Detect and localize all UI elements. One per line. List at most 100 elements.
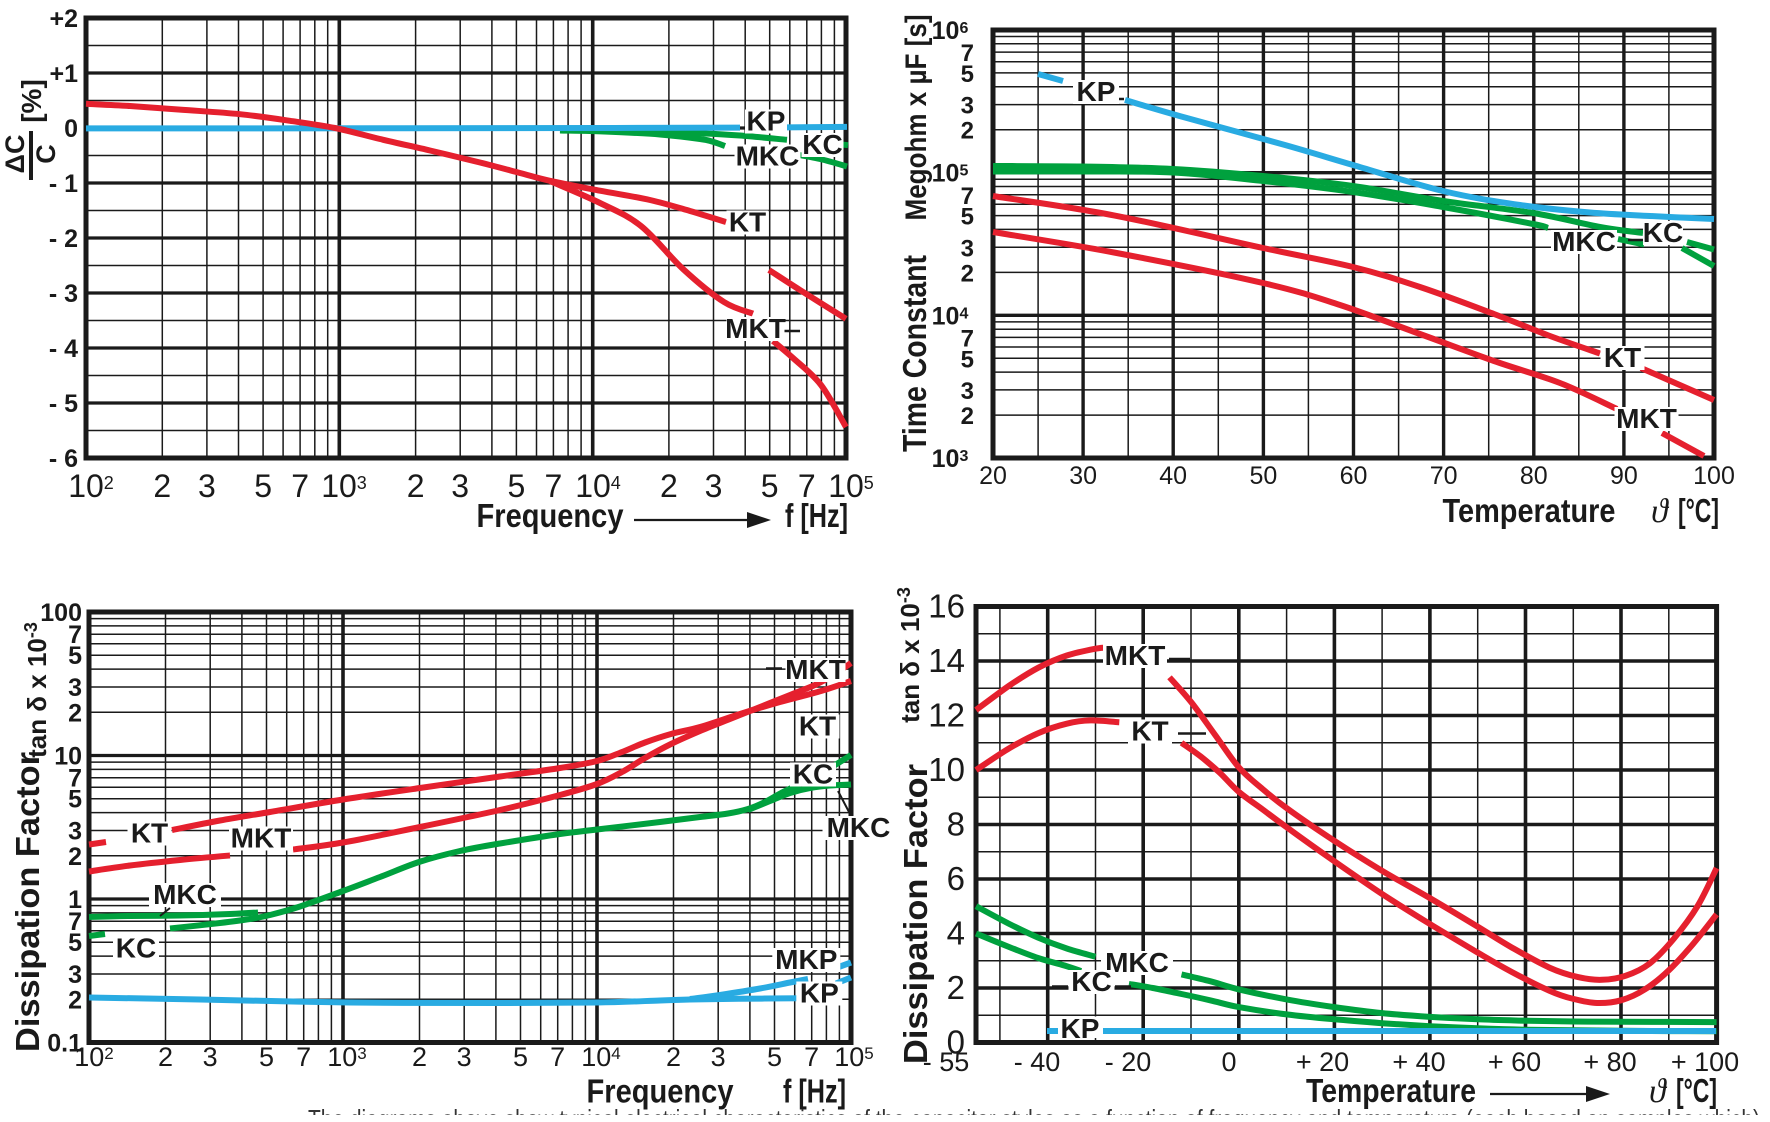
svg-text:KT: KT <box>799 711 836 742</box>
svg-text:[°C]: [°C] <box>1678 492 1719 529</box>
svg-text:- 4: - 4 <box>49 335 78 363</box>
svg-text:MKC: MKC <box>153 879 217 910</box>
svg-text:MKP: MKP <box>775 944 837 975</box>
svg-text:KP: KP <box>1077 76 1116 107</box>
svg-text:5: 5 <box>767 1042 782 1072</box>
svg-text:30: 30 <box>1069 462 1097 490</box>
svg-text:2: 2 <box>660 468 678 504</box>
svg-text:MKT: MKT <box>725 313 786 344</box>
svg-text:7: 7 <box>961 183 974 210</box>
svg-text:KC: KC <box>1071 966 1111 997</box>
svg-text:f [Hz]: f [Hz] <box>785 497 848 534</box>
svg-text:[°C]: [°C] <box>1676 1072 1717 1109</box>
svg-text:+1: +1 <box>49 60 78 88</box>
svg-text:- 55: - 55 <box>923 1047 970 1077</box>
svg-text:1: 1 <box>68 886 82 914</box>
svg-text:5: 5 <box>68 929 82 957</box>
svg-text:Frequency: Frequency <box>477 497 625 534</box>
svg-text:MKT: MKT <box>1616 403 1677 434</box>
svg-text:6: 6 <box>947 860 965 897</box>
svg-text:2: 2 <box>153 468 171 504</box>
svg-text:3: 3 <box>451 468 469 504</box>
svg-text:- 20: - 20 <box>1105 1047 1152 1077</box>
svg-text:3: 3 <box>961 93 974 120</box>
svg-text:7: 7 <box>68 908 82 936</box>
svg-text:MKT: MKT <box>231 823 292 854</box>
svg-text:0: 0 <box>1221 1047 1236 1077</box>
svg-text:10: 10 <box>54 743 82 771</box>
svg-text:KT: KT <box>131 818 168 849</box>
svg-text:90: 90 <box>1610 462 1638 490</box>
svg-text:KC: KC <box>116 933 156 964</box>
svg-text:7: 7 <box>68 621 82 649</box>
svg-text:+ 80: + 80 <box>1583 1047 1636 1077</box>
svg-text:KP: KP <box>747 106 786 137</box>
svg-text:KT: KT <box>1131 716 1168 747</box>
svg-text:7: 7 <box>804 1042 819 1072</box>
svg-text:MKC: MKC <box>1552 226 1616 257</box>
svg-text:5: 5 <box>961 61 974 88</box>
svg-text:5: 5 <box>68 642 82 670</box>
svg-text:- 3: - 3 <box>49 280 78 308</box>
svg-text:103: 103 <box>932 445 969 473</box>
svg-text:7: 7 <box>961 325 974 352</box>
svg-text:3: 3 <box>961 235 974 262</box>
svg-text:Temperature: Temperature <box>1443 492 1616 529</box>
svg-text:5: 5 <box>254 468 272 504</box>
svg-text:5: 5 <box>513 1042 528 1072</box>
svg-text:KT: KT <box>1604 342 1641 373</box>
svg-text:Frequency: Frequency <box>587 1073 735 1110</box>
svg-text:100: 100 <box>40 599 82 627</box>
svg-text:3: 3 <box>457 1042 472 1072</box>
svg-text:105: 105 <box>828 468 874 504</box>
svg-text:5: 5 <box>68 786 82 814</box>
svg-text:5: 5 <box>961 204 974 231</box>
svg-text:f [Hz]: f [Hz] <box>783 1073 846 1110</box>
svg-text:5: 5 <box>961 346 974 373</box>
svg-text:104: 104 <box>581 1042 621 1072</box>
svg-text:KT: KT <box>729 207 766 238</box>
svg-text:2: 2 <box>961 118 974 145</box>
svg-text:2: 2 <box>961 260 974 287</box>
svg-text:12: 12 <box>928 697 965 734</box>
svg-text:5: 5 <box>761 468 779 504</box>
svg-text:102: 102 <box>68 468 114 504</box>
svg-text:50: 50 <box>1249 462 1277 490</box>
svg-text:0: 0 <box>64 115 78 143</box>
svg-text:[%]: [%] <box>16 79 47 123</box>
svg-text:2: 2 <box>961 403 974 430</box>
svg-text:20: 20 <box>979 462 1007 490</box>
svg-text:16: 16 <box>928 588 965 625</box>
svg-text:5: 5 <box>508 468 526 504</box>
svg-text:- 2: - 2 <box>49 225 78 253</box>
svg-text:3: 3 <box>198 468 216 504</box>
svg-text:7: 7 <box>961 40 974 67</box>
svg-text:MKC: MKC <box>1105 947 1169 978</box>
svg-text:ϑ: ϑ <box>1651 493 1670 530</box>
svg-text:tan δ x 10-3: tan δ x 10-3 <box>21 622 52 758</box>
svg-text:+ 40: + 40 <box>1392 1047 1445 1077</box>
svg-text:0.1: 0.1 <box>47 1030 82 1058</box>
svg-text:2: 2 <box>68 843 82 871</box>
svg-text:MKT: MKT <box>1105 640 1166 671</box>
svg-text:10: 10 <box>928 751 965 788</box>
svg-text:tan δ x 10-3: tan δ x 10-3 <box>894 587 925 723</box>
svg-text:7: 7 <box>550 1042 565 1072</box>
svg-text:100: 100 <box>1693 462 1735 490</box>
svg-text:- 1: - 1 <box>49 170 78 198</box>
svg-text:2: 2 <box>407 468 425 504</box>
svg-text:3: 3 <box>68 961 82 989</box>
svg-text:7: 7 <box>68 765 82 793</box>
svg-text:103: 103 <box>327 1042 367 1072</box>
svg-text:3: 3 <box>203 1042 218 1072</box>
svg-text:102: 102 <box>74 1042 114 1072</box>
svg-text:3: 3 <box>961 378 974 405</box>
svg-text:- 40: - 40 <box>1014 1047 1061 1077</box>
svg-text:5: 5 <box>259 1042 274 1072</box>
svg-text:Temperature: Temperature <box>1306 1072 1476 1109</box>
svg-text:7: 7 <box>545 468 563 504</box>
svg-text:+2: +2 <box>49 5 78 33</box>
svg-text:2: 2 <box>666 1042 681 1072</box>
svg-text:Dissipation Factor: Dissipation Factor <box>9 752 46 1052</box>
svg-text:MKT: MKT <box>785 654 846 685</box>
